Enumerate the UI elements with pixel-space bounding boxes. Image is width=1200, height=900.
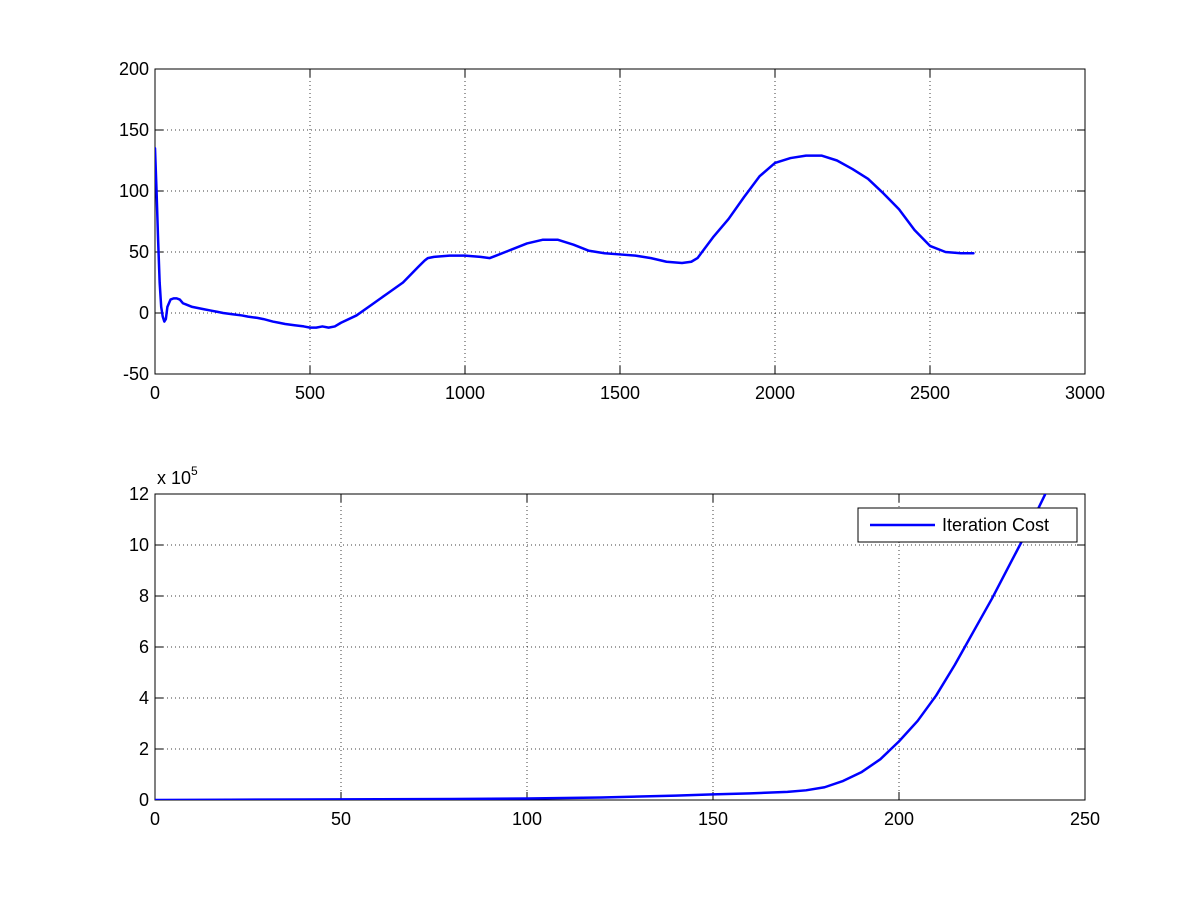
y-tick-label: 6 xyxy=(139,637,149,657)
x-tick-label: 2000 xyxy=(755,383,795,403)
x-tick-label: 1000 xyxy=(445,383,485,403)
x-tick-label: 1500 xyxy=(600,383,640,403)
y-tick-label: 100 xyxy=(119,181,149,201)
legend-entry-label: Iteration Cost xyxy=(942,515,1049,535)
y-tick-label: 8 xyxy=(139,586,149,606)
series-line xyxy=(155,494,1047,800)
x-tick-label: 2500 xyxy=(910,383,950,403)
y-tick-label: 10 xyxy=(129,535,149,555)
bottom-plot: 0 50 100 150 200 250 0 2 4 6 8 10 12 x 105 Iteration C… xyxy=(129,464,1100,829)
y-tick-label: 2 xyxy=(139,739,149,759)
x-tick-label: 3000 xyxy=(1065,383,1105,403)
x-tick-label: 250 xyxy=(1070,809,1100,829)
y-tick-label: 200 xyxy=(119,59,149,79)
y-tick-label: 150 xyxy=(119,120,149,140)
y-tick-label: 12 xyxy=(129,484,149,504)
legend: Iteration Cost xyxy=(857,507,1078,543)
x-tick-label: 0 xyxy=(150,383,160,403)
y-tick-label: 50 xyxy=(129,242,149,262)
x-tick-label: 150 xyxy=(698,809,728,829)
y-tick-label: 0 xyxy=(139,303,149,323)
x-tick-label: 100 xyxy=(512,809,542,829)
x-tick-label: 0 xyxy=(150,809,160,829)
x-tick-label: 50 xyxy=(331,809,351,829)
y-scale-exponent-label: x 105 xyxy=(157,464,198,488)
y-tick-label: -50 xyxy=(123,364,149,384)
x-tick-label: 200 xyxy=(884,809,914,829)
y-tick-label: 4 xyxy=(139,688,149,708)
x-tick-label: 500 xyxy=(295,383,325,403)
series-line xyxy=(155,147,975,329)
y-tick-label: 0 xyxy=(139,790,149,810)
